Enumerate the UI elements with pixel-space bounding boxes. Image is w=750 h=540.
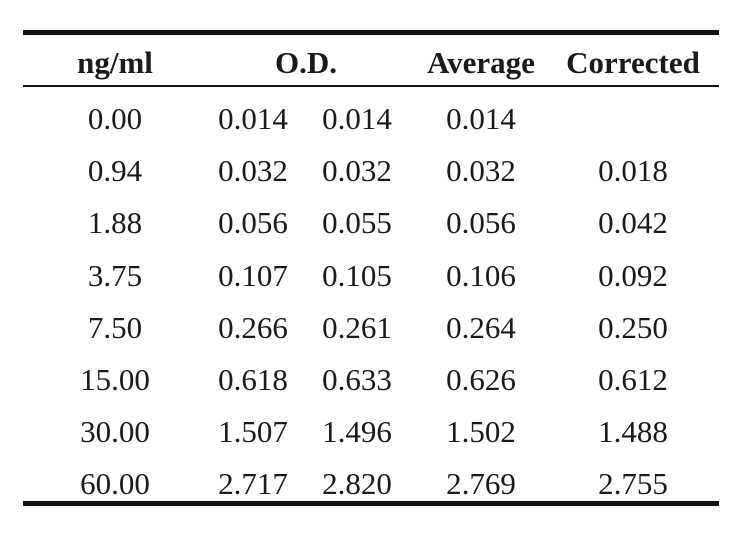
cell-od-1: 0.014 [218, 101, 288, 136]
cell-od-2: 0.261 [322, 309, 392, 345]
cell-average: 0.626 [446, 362, 516, 397]
cell-corrected: 0.612 [598, 362, 668, 397]
cell-od-2: 0.032 [322, 153, 392, 189]
cell-corrected: 0.250 [598, 309, 668, 345]
cell-corrected: 2.755 [598, 466, 668, 502]
cell-average: 0.032 [446, 153, 516, 189]
table-bottom-rule [23, 501, 719, 506]
cell-ng-ml: 60.00 [80, 466, 150, 502]
cell-corrected: 0.018 [598, 153, 668, 189]
cell-od-1: 0.107 [218, 257, 288, 293]
cell-od-2: 0.055 [322, 205, 392, 241]
cell-od-1: 2.717 [218, 466, 288, 502]
cell-od-1: 1.507 [218, 414, 288, 450]
table-header-rule [23, 85, 719, 87]
cell-corrected: 1.488 [598, 414, 668, 450]
table-top-rule [23, 30, 719, 35]
header-average: Average [427, 45, 535, 80]
cell-average: 0.264 [446, 309, 516, 345]
cell-od-1: 0.056 [218, 205, 288, 241]
cell-ng-ml: 15.00 [80, 362, 150, 397]
cell-ng-ml: 30.00 [80, 414, 150, 450]
cell-corrected: 0.042 [598, 205, 668, 241]
cell-average: 1.502 [446, 414, 516, 450]
cell-od-1: 0.618 [218, 362, 288, 397]
header-corrected: Corrected [566, 45, 700, 80]
cell-od-2: 0.014 [322, 101, 392, 136]
cell-corrected: 0.092 [598, 257, 668, 293]
cell-ng-ml: 3.75 [87, 257, 143, 293]
cell-od-1: 0.266 [218, 309, 288, 345]
cell-ng-ml: 7.50 [87, 309, 143, 345]
cell-ng-ml: 0.00 [87, 101, 143, 136]
cell-od-2: 2.820 [322, 466, 392, 502]
header-ng-ml: ng/ml [77, 45, 153, 80]
cell-ng-ml: 0.94 [87, 153, 143, 189]
header-od: O.D. [275, 45, 337, 80]
cell-od-2: 0.105 [322, 257, 392, 293]
cell-average: 0.014 [446, 101, 516, 136]
cell-od-1: 0.032 [218, 153, 288, 189]
cell-od-2: 0.633 [322, 362, 392, 397]
cell-ng-ml: 1.88 [87, 205, 143, 241]
cell-od-2: 1.496 [322, 414, 392, 450]
cell-average: 0.056 [446, 205, 516, 241]
cell-average: 2.769 [446, 466, 516, 502]
cell-average: 0.106 [446, 257, 516, 293]
